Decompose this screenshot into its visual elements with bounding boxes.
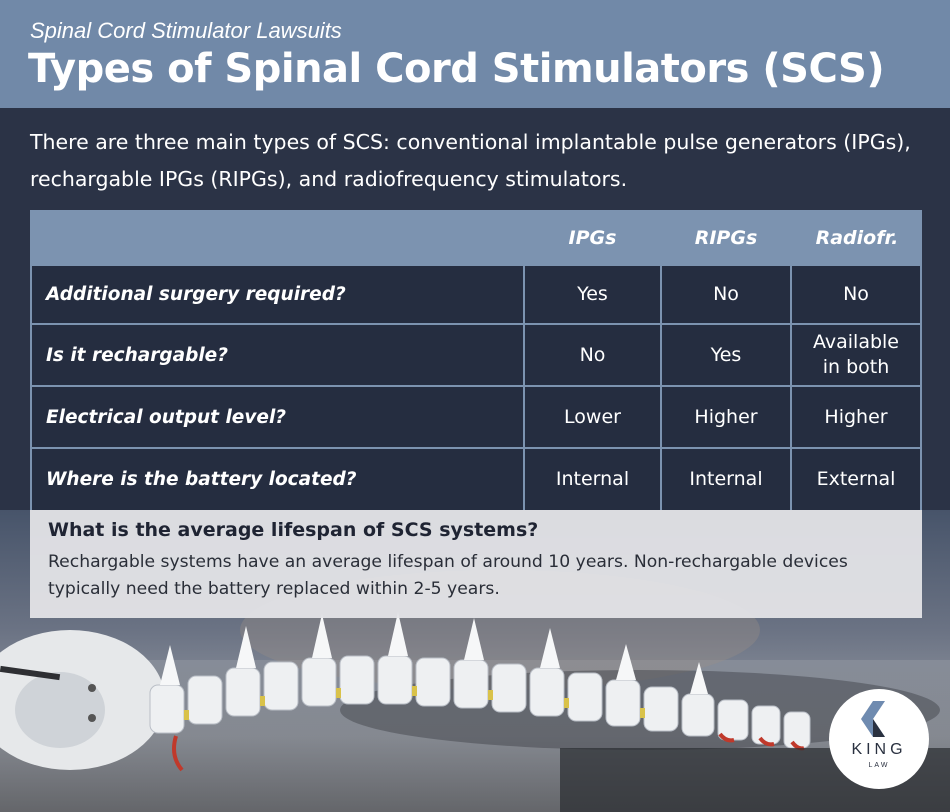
logo-subtext: LAW bbox=[868, 762, 890, 769]
row-label-electrical-output: Electrical output level? bbox=[32, 387, 523, 447]
row-label-battery-location: Where is the battery located? bbox=[32, 449, 523, 510]
header-subtitle: Spinal Cord Stimulator Lawsuits bbox=[30, 18, 342, 43]
lifespan-heading: What is the average lifespan of SCS syst… bbox=[48, 519, 539, 541]
table-cell: No bbox=[662, 266, 790, 323]
row-label-rechargable: Is it rechargable? bbox=[32, 325, 523, 385]
logo-wordmark: KING bbox=[851, 741, 907, 758]
table-cell: Available in both bbox=[792, 325, 920, 385]
table-cell: Yes bbox=[525, 266, 660, 323]
page-title: Types of Spinal Cord Stimulators (SCS) bbox=[28, 46, 885, 92]
lifespan-panel: What is the average lifespan of SCS syst… bbox=[30, 510, 922, 618]
header-banner: Spinal Cord Stimulator Lawsuits Types of… bbox=[0, 0, 950, 108]
table-cell: Yes bbox=[662, 325, 790, 385]
column-header-ripgs: RIPGs bbox=[694, 227, 758, 249]
lifespan-text: Rechargable systems have an average life… bbox=[48, 552, 848, 599]
column-header-radiofrequency: Radiofr. bbox=[815, 227, 899, 249]
table-cell: Internal bbox=[525, 449, 660, 510]
table-cell: Internal bbox=[662, 449, 790, 510]
table-cell: Higher bbox=[662, 387, 790, 447]
table-cell: Lower bbox=[525, 387, 660, 447]
comparison-table: IPGs RIPGs Radiofr. Additional surgery r… bbox=[30, 210, 922, 510]
table-cell: No bbox=[525, 325, 660, 385]
intro-text: There are three main types of SCS: conve… bbox=[30, 130, 911, 191]
king-law-logo: KING LAW bbox=[829, 689, 929, 789]
table-cell: No bbox=[792, 266, 920, 323]
row-label-additional-surgery: Additional surgery required? bbox=[32, 266, 523, 323]
column-header-ipgs: IPGs bbox=[568, 227, 617, 249]
table-cell: External bbox=[792, 449, 920, 510]
table-cell: Higher bbox=[792, 387, 920, 447]
chevron-left-icon bbox=[861, 701, 885, 737]
